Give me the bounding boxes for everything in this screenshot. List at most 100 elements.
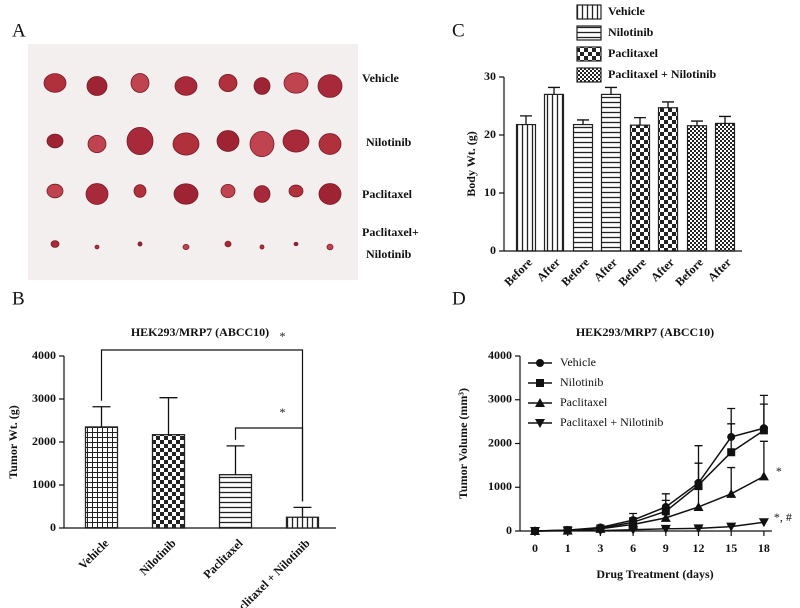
point (530, 527, 540, 536)
tumor (317, 74, 343, 98)
tumor (94, 244, 100, 250)
annotation: * (280, 329, 286, 343)
photo-row-label: Nilotinib (366, 247, 412, 261)
annotation: * (776, 464, 782, 478)
point (595, 526, 606, 536)
x-tick-label: 1 (565, 541, 571, 555)
bar (572, 123, 594, 252)
y-tick-label: 20 (484, 127, 496, 141)
tumor (85, 183, 109, 205)
tumor (283, 72, 309, 94)
legend-label: Vehicle (608, 4, 646, 18)
legend-swatch (576, 25, 602, 41)
point (628, 525, 639, 535)
y-tick-label: 1000 (488, 479, 512, 493)
tumor (87, 135, 107, 153)
point (660, 512, 671, 522)
tumor (50, 240, 60, 248)
error-bar (634, 116, 646, 126)
tumor (288, 184, 304, 198)
tumor (259, 244, 265, 250)
error-bar (159, 397, 178, 435)
tumor (282, 129, 310, 153)
tumor (172, 132, 200, 156)
legend-label: Paclitaxel + Nilotinib (608, 67, 716, 81)
legend-label: Nilotinib (560, 375, 603, 389)
tumor (216, 130, 240, 152)
legend-label: Paclitaxel + Nilotinib (560, 415, 663, 429)
bar (151, 434, 186, 529)
series-line (534, 521, 764, 532)
error-bar (226, 445, 245, 475)
legend-marker (535, 398, 545, 407)
error-bar (759, 440, 768, 477)
y-axis-label: Tumor Volume (mm³) (456, 388, 470, 499)
y-tick-label: 0 (506, 523, 512, 537)
tumor (126, 126, 154, 156)
error-bar (520, 115, 532, 125)
photo-row-label: Paclitaxel (362, 187, 413, 201)
point (758, 471, 769, 481)
chart-title: HEK293/MRP7 (ABCC10) (131, 325, 269, 339)
panel-label: C (452, 20, 465, 41)
tumor (173, 183, 199, 205)
legend-marker (536, 359, 544, 367)
y-tick-label: 3000 (32, 391, 56, 405)
photo-row-label: Paclitaxel+ (362, 225, 419, 239)
point (660, 524, 671, 534)
legend-label: Nilotinib (608, 25, 654, 39)
significance-bracket (234, 427, 304, 502)
y-tick-label: 4000 (32, 348, 56, 362)
error-bar (577, 119, 589, 125)
bar (657, 107, 679, 252)
panel-label: D (452, 288, 466, 309)
y-tick-label: 0 (50, 520, 56, 534)
bar (285, 516, 320, 529)
tumor (253, 185, 271, 203)
error-bar (662, 101, 674, 108)
photo-row-label: Vehicle (362, 71, 400, 85)
annotation: * (280, 405, 286, 419)
y-tick-label: 0 (490, 243, 496, 257)
y-tick-label: 30 (484, 69, 496, 83)
tumor (293, 241, 299, 247)
tumor (253, 77, 271, 95)
y-tick-label: 2000 (488, 435, 512, 449)
x-axis-label: Drug Treatment (days) (596, 567, 713, 581)
legend-swatch (576, 4, 602, 20)
x-tick-label: 3 (597, 541, 603, 555)
point (693, 501, 704, 511)
legend-swatch (576, 46, 602, 62)
tumor (174, 76, 198, 96)
x-tick-label: 18 (758, 541, 770, 555)
y-tick-label: 10 (484, 185, 496, 199)
tumor (137, 241, 143, 247)
bar (714, 122, 736, 252)
point (758, 518, 769, 528)
y-axis-label: Tumor Wt. (g) (6, 405, 20, 478)
bar (218, 474, 253, 529)
point (726, 488, 737, 498)
point (727, 448, 736, 457)
photo-row-label: Nilotinib (366, 135, 412, 149)
bar (600, 93, 622, 252)
tumor (182, 244, 190, 250)
y-axis-label: Body Wt. (g) (464, 131, 478, 196)
tumor (86, 76, 108, 96)
tumor (249, 130, 275, 157)
error-bar (759, 403, 768, 431)
point (726, 522, 737, 532)
tumor (318, 183, 342, 205)
tumor (133, 184, 147, 198)
x-tick-label: 0 (532, 541, 538, 555)
legend-label: Paclitaxel (608, 46, 659, 60)
chart-title: HEK293/MRP7 (ABCC10) (576, 325, 714, 339)
tumor (218, 74, 238, 92)
tumor (220, 183, 236, 199)
bar (515, 123, 537, 252)
tumor (46, 183, 64, 199)
error-bar (691, 120, 703, 126)
panel-label: B (12, 288, 25, 309)
point (694, 481, 703, 490)
